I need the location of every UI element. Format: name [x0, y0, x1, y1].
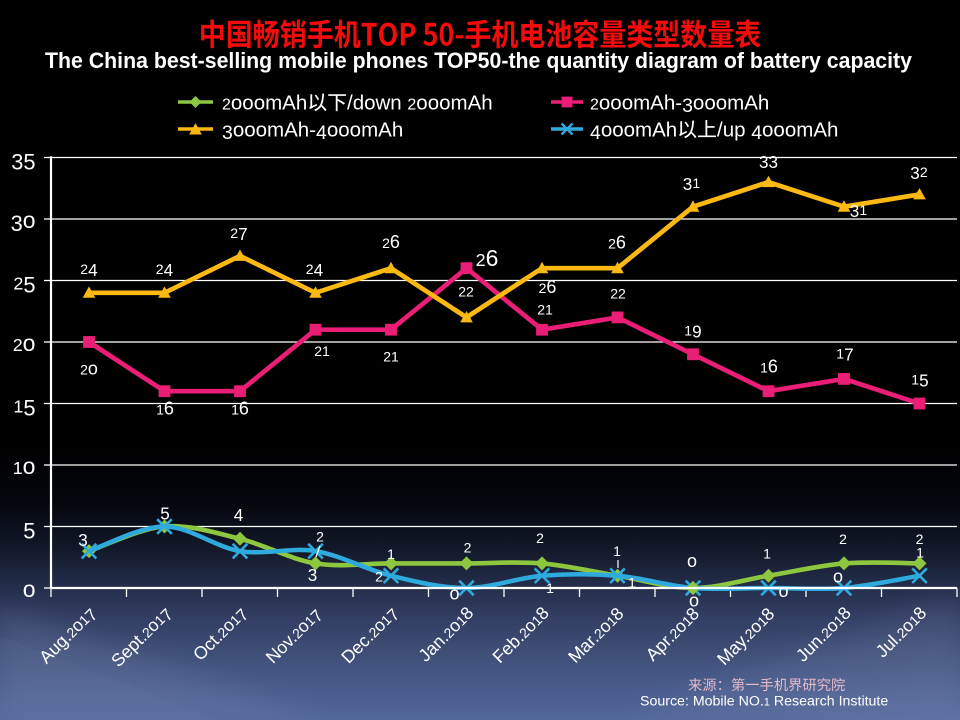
svg-text:o: o	[689, 590, 699, 610]
svg-text:3: 3	[308, 566, 318, 585]
svg-text:2: 2	[375, 568, 383, 584]
svg-text:33: 33	[759, 153, 778, 172]
svg-text:1: 1	[763, 545, 771, 561]
svg-text:24: 24	[80, 261, 97, 280]
svg-text:o: o	[450, 583, 460, 603]
svg-text:16: 16	[156, 398, 174, 418]
svg-text:May.2o18: May.2o18	[713, 604, 778, 669]
svg-text:1: 1	[916, 544, 924, 560]
svg-text:4ooomAh: 4ooomAh	[590, 119, 677, 145]
svg-text:17: 17	[836, 345, 853, 364]
svg-text:25: 25	[13, 272, 35, 297]
svg-text:2ooomAh: 2ooomAh	[222, 92, 307, 115]
svg-text:16: 16	[760, 356, 778, 376]
svg-text:21: 21	[383, 348, 399, 364]
svg-text:2: 2	[916, 531, 924, 547]
svg-text:15: 15	[13, 395, 35, 420]
svg-text:Source: Mobile NO.1 Research I: Source: Mobile NO.1 Research Institute	[640, 694, 888, 710]
svg-text:15: 15	[911, 371, 928, 390]
svg-text:o: o	[687, 551, 697, 571]
svg-text:2ooomAh-3ooomAh: 2ooomAh-3ooomAh	[590, 92, 769, 118]
svg-text:1: 1	[546, 580, 554, 596]
svg-text:24: 24	[306, 261, 323, 280]
svg-text:32: 32	[910, 164, 928, 183]
svg-text:31: 31	[683, 175, 701, 194]
svg-text:2: 2	[839, 531, 847, 547]
svg-text:31: 31	[850, 202, 868, 221]
svg-text:5: 5	[23, 518, 35, 543]
svg-text:2: 2	[536, 530, 544, 546]
svg-text:1: 1	[613, 543, 621, 559]
svg-text:22: 22	[458, 283, 474, 299]
svg-text:2o: 2o	[13, 330, 36, 356]
svg-text:/up 4ooomAh: /up 4ooomAh	[717, 119, 838, 145]
svg-text:3: 3	[78, 531, 88, 550]
svg-text:Feb.2o18: Feb.2o18	[489, 603, 553, 667]
svg-text:2o: 2o	[80, 358, 98, 378]
svg-text:26: 26	[382, 232, 400, 252]
svg-text:24: 24	[156, 261, 173, 280]
svg-text:o: o	[833, 566, 843, 586]
svg-text:21: 21	[314, 343, 330, 359]
svg-text:21: 21	[537, 301, 553, 317]
svg-text:3o: 3o	[11, 207, 36, 236]
svg-text:26: 26	[608, 232, 626, 252]
svg-text:19: 19	[684, 322, 701, 341]
svg-text:1o: 1o	[13, 453, 36, 479]
svg-text:2: 2	[464, 539, 472, 555]
svg-text:5: 5	[160, 505, 170, 524]
svg-text:The China best-selling mobile: The China best-selling mobile phones TOP…	[45, 48, 913, 73]
svg-text:4: 4	[234, 506, 244, 525]
svg-text:/down 2ooomAh: /down 2ooomAh	[347, 92, 493, 115]
svg-text:16: 16	[231, 398, 249, 418]
svg-text:26: 26	[539, 277, 557, 297]
svg-text:o: o	[23, 576, 36, 602]
svg-text:26: 26	[476, 245, 499, 271]
svg-text:3ooomAh-4ooomAh: 3ooomAh-4ooomAh	[222, 119, 403, 145]
svg-text:o: o	[779, 581, 789, 601]
svg-text:2: 2	[316, 528, 324, 544]
svg-text:1: 1	[387, 546, 395, 562]
svg-text:35: 35	[11, 149, 35, 174]
svg-text:27: 27	[230, 225, 247, 244]
svg-text:1: 1	[628, 574, 636, 590]
svg-text:22: 22	[610, 285, 626, 301]
